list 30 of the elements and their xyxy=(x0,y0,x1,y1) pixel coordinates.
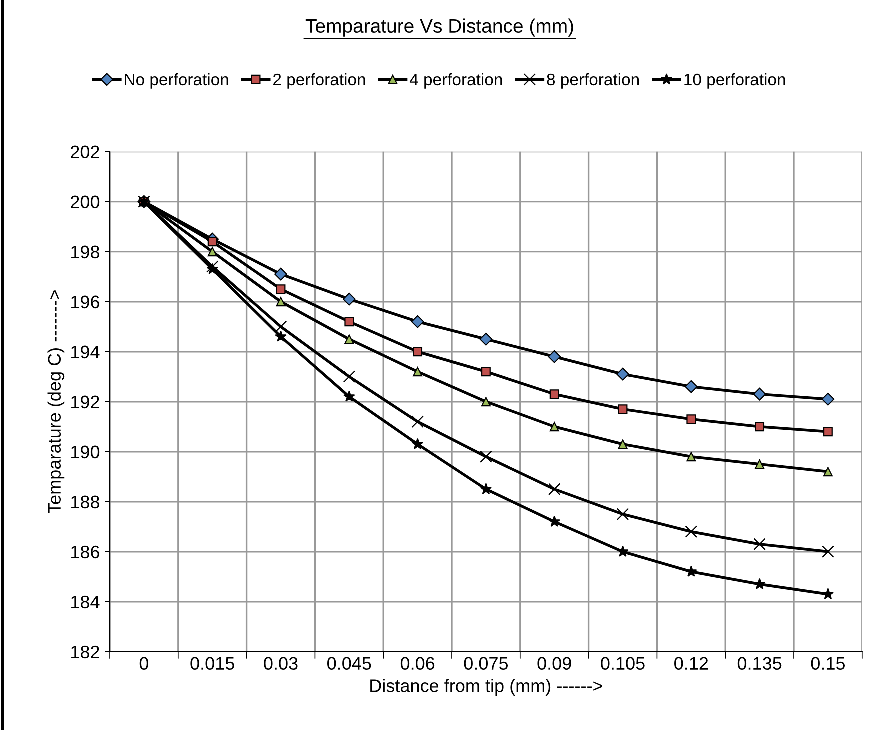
y-tick-label: 200 xyxy=(71,196,100,209)
x-axis-title: Distance from tip (mm) ------> xyxy=(370,679,602,696)
y-tick-label: 202 xyxy=(71,146,100,159)
x-tick-label: 0 xyxy=(140,657,149,670)
x-tick-label: 0.15 xyxy=(811,657,846,670)
y-tick-label: 188 xyxy=(72,496,100,509)
chart-title: Temparature Vs Distance (mm) xyxy=(306,18,574,37)
legend-label: 10 perforation xyxy=(684,73,786,89)
y-tick-label: 198 xyxy=(72,246,100,259)
legend-label: 4 perforation xyxy=(410,73,502,89)
y-tick-label: 194 xyxy=(72,346,100,359)
x-tick-label: 0.135 xyxy=(738,657,782,670)
x-tick-label: 0.075 xyxy=(464,657,508,670)
y-tick-label: 184 xyxy=(72,596,100,609)
legend-label: 2 perforation xyxy=(274,73,366,89)
y-tick-label: 186 xyxy=(72,546,100,559)
y-tick-label: 190 xyxy=(72,446,100,459)
y-tick-label: 192 xyxy=(72,396,100,409)
y-tick-label: 182 xyxy=(72,646,100,659)
x-tick-label: 0.03 xyxy=(264,657,298,670)
x-tick-label: 0.015 xyxy=(190,657,234,670)
x-tick-label: 0.06 xyxy=(400,657,435,670)
x-tick-label: 0.045 xyxy=(328,657,372,670)
x-tick-label: 0.09 xyxy=(538,657,572,670)
x-tick-label: 0.105 xyxy=(601,657,645,670)
y-tick-label: 196 xyxy=(72,296,100,309)
legend-label: No perforation xyxy=(125,73,228,89)
x-tick-label: 0.12 xyxy=(674,657,708,670)
y-axis-title: Temparature (deg C) -------> xyxy=(48,290,65,514)
legend-label: 8 perforation xyxy=(547,73,639,89)
